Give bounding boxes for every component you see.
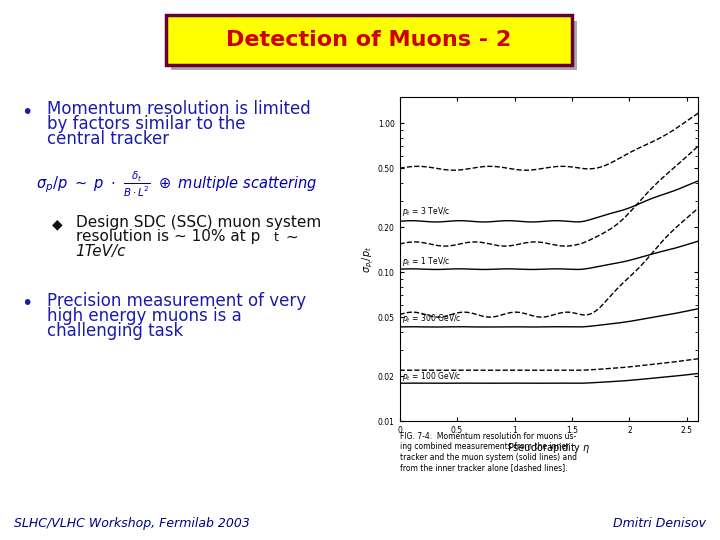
Text: Momentum resolution is limited: Momentum resolution is limited: [47, 100, 310, 118]
Text: Design SDC (SSC) muon system: Design SDC (SSC) muon system: [76, 215, 321, 230]
Text: $p_t$ = 300 GeV/c: $p_t$ = 300 GeV/c: [402, 312, 462, 325]
Y-axis label: $\sigma_{p_t}/p_t$: $\sigma_{p_t}/p_t$: [360, 246, 375, 273]
Text: $p_t$ = 1 TeV/c: $p_t$ = 1 TeV/c: [402, 255, 451, 268]
Text: resolution is ~ 10% at p: resolution is ~ 10% at p: [76, 230, 260, 245]
Text: Dmitri Denisov: Dmitri Denisov: [613, 517, 706, 530]
Text: $p_t$ = 3 TeV/c: $p_t$ = 3 TeV/c: [402, 205, 451, 218]
Text: •: •: [22, 103, 33, 122]
Text: ◆: ◆: [52, 217, 63, 231]
Text: $p_t$ = 100 GeV/c: $p_t$ = 100 GeV/c: [402, 370, 462, 383]
Text: central tracker: central tracker: [47, 130, 169, 148]
Text: FIG. 7-4.  Momentum resolution for muons us-
ing combined measurements from the : FIG. 7-4. Momentum resolution for muons …: [400, 432, 577, 472]
Text: Precision measurement of very: Precision measurement of very: [47, 292, 306, 309]
Text: by factors similar to the: by factors similar to the: [47, 115, 246, 133]
Text: t: t: [274, 231, 279, 244]
Text: Detection of Muons - 2: Detection of Muons - 2: [226, 30, 512, 50]
Text: ~: ~: [281, 230, 298, 245]
X-axis label: Pseudorapidity $\eta$: Pseudorapidity $\eta$: [507, 441, 591, 455]
Text: 1TeV/c: 1TeV/c: [76, 244, 126, 259]
Text: $\sigma_p/p\ \sim\ p\ \cdot\ \frac{\delta_t}{B\cdot L^2}\ \oplus\ multiple\ scat: $\sigma_p/p\ \sim\ p\ \cdot\ \frac{\delt…: [36, 170, 318, 199]
Text: challenging task: challenging task: [47, 322, 183, 340]
Text: high energy muons is a: high energy muons is a: [47, 307, 241, 325]
Text: SLHC/VLHC Workshop, Fermilab 2003: SLHC/VLHC Workshop, Fermilab 2003: [14, 517, 251, 530]
Text: •: •: [22, 294, 33, 313]
